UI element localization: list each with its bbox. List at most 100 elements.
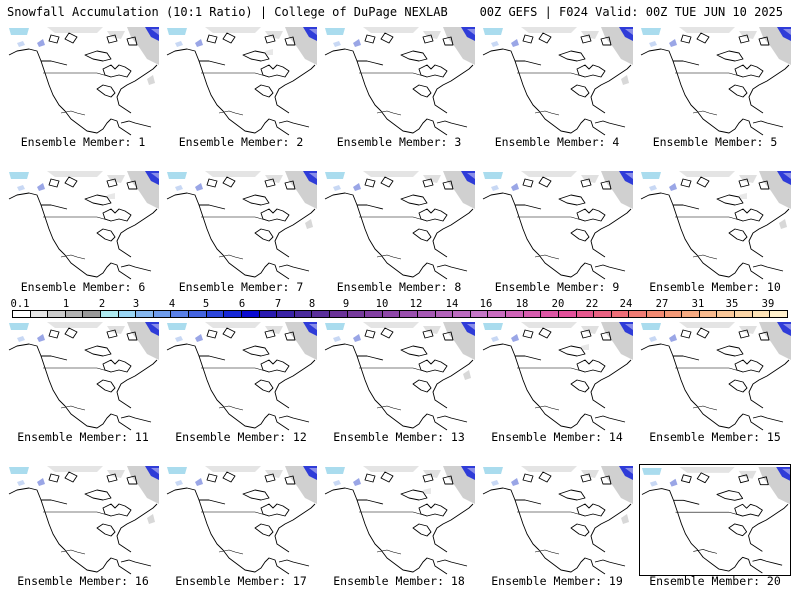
north-america-map: [166, 171, 317, 280]
country-borders: [43, 72, 112, 116]
colorbar-swatch: [259, 311, 278, 317]
colorbar-label: 22: [585, 298, 599, 310]
ensemble-member-label: Ensemble Member: 17: [175, 574, 307, 588]
ensemble-map-panel: [165, 169, 317, 281]
north-america-map: [641, 466, 790, 574]
colorbar-swatch: [594, 311, 612, 317]
country-borders: [517, 367, 586, 411]
colorbar-swatch: [136, 311, 154, 317]
country-borders: [517, 511, 586, 555]
north-america-map: [482, 322, 633, 431]
colorbar-label: 10: [375, 298, 389, 310]
ensemble-map-panel: [165, 25, 317, 137]
north-america-map: [640, 171, 791, 280]
colorbar-label: 4: [168, 298, 176, 310]
north-america-map: [166, 466, 317, 575]
snow-field: [483, 171, 633, 209]
ensemble-member-label: Ensemble Member: 18: [333, 574, 465, 588]
snow-field: [9, 27, 159, 85]
coastline: [482, 471, 632, 575]
colorbar-swatch: [118, 311, 137, 317]
colorbar-swatch: [629, 311, 647, 317]
colorbar-label: 0.1: [10, 298, 30, 310]
country-borders: [201, 511, 270, 555]
north-america-map: [8, 171, 159, 280]
ensemble-map-panel: [7, 169, 159, 281]
country-borders: [675, 511, 743, 554]
country-borders: [201, 216, 270, 260]
ensemble-member-label: Ensemble Member: 3: [336, 135, 462, 149]
ensemble-map-panel: [323, 25, 475, 137]
snow-field: [325, 466, 475, 504]
coastline: [166, 176, 316, 280]
colorbar-label: 27: [655, 298, 669, 310]
country-borders: [201, 367, 270, 411]
ensemble-map-panel: [165, 464, 317, 576]
colorbar-labels: 0.1 1 2 3 4 5 6 7 8 9 10 12 14 16 18 20 …: [10, 298, 788, 310]
coastline: [166, 327, 316, 431]
coastline: [640, 176, 790, 280]
colorbar-swatch: [699, 311, 718, 317]
colorbar-label: 9: [342, 298, 350, 310]
country-borders: [359, 367, 428, 411]
country-borders: [517, 216, 586, 260]
ensemble-member-label: Ensemble Member: 13: [333, 430, 465, 444]
ensemble-map-panel: [481, 320, 633, 432]
colorbar-swatch: [576, 311, 595, 317]
ensemble-member-label: Ensemble Member: 2: [178, 135, 304, 149]
north-america-map: [8, 27, 159, 136]
ensemble-member-label: Ensemble Member: 5: [652, 135, 778, 149]
colorbar-label: 24: [619, 298, 633, 310]
snow-field: [167, 27, 317, 65]
ensemble-member-label: Ensemble Member: 10: [649, 280, 781, 294]
ensemble-member-label: Ensemble Member: 11: [17, 430, 149, 444]
ensemble-map-panel: [7, 320, 159, 432]
ensemble-member-label: Ensemble Member: 15: [649, 430, 781, 444]
snow-field: [641, 466, 790, 505]
colorbar: [12, 310, 788, 318]
ensemble-member-label: Ensemble Member: 19: [491, 574, 623, 588]
colorbar-label: 7: [274, 298, 282, 310]
coastline: [324, 327, 474, 431]
ensemble-member-label: Ensemble Member: 1: [20, 135, 146, 149]
north-america-map: [482, 27, 633, 136]
coastline: [8, 176, 158, 280]
colorbar-swatch: [329, 311, 348, 317]
ensemble-map-panel: [7, 25, 159, 137]
coastline: [324, 32, 474, 136]
ensemble-map-panel: [7, 464, 159, 576]
ensemble-map-panel: [639, 25, 791, 137]
country-borders: [675, 367, 744, 411]
colorbar-swatch: [101, 311, 119, 317]
ensemble-member-label: Ensemble Member: 4: [494, 135, 620, 149]
snow-field: [325, 322, 475, 380]
ensemble-map-panel: [323, 169, 475, 281]
colorbar-swatch: [664, 311, 683, 317]
colorbar-swatch: [400, 311, 419, 317]
country-borders: [201, 72, 270, 116]
ensemble-member-label: Ensemble Member: 6: [20, 280, 146, 294]
colorbar-label: 14: [445, 298, 459, 310]
colorbar-label: 8: [308, 298, 316, 310]
snow-field: [483, 322, 633, 360]
snow-field: [167, 466, 317, 504]
colorbar-swatch: [13, 311, 31, 317]
snow-field: [641, 27, 791, 65]
ensemble-map-panel: [323, 320, 475, 432]
ensemble-map-panel: [481, 25, 633, 137]
colorbar-swatch: [365, 311, 383, 317]
ensemble-map-panel: [481, 464, 633, 576]
colorbar-swatch: [734, 311, 753, 317]
colorbar-label: 6: [238, 298, 246, 310]
colorbar-swatch: [646, 311, 665, 317]
colorbar-label: 20: [551, 298, 565, 310]
colorbar-label: 16: [479, 298, 493, 310]
north-america-map: [166, 27, 317, 136]
colorbar-label: 31: [691, 298, 705, 310]
snow-field: [641, 322, 791, 360]
north-america-map: [640, 27, 791, 136]
snow-field: [167, 322, 317, 360]
north-america-map: [8, 322, 159, 431]
colorbar-swatch: [488, 311, 507, 317]
coastline: [166, 32, 316, 136]
